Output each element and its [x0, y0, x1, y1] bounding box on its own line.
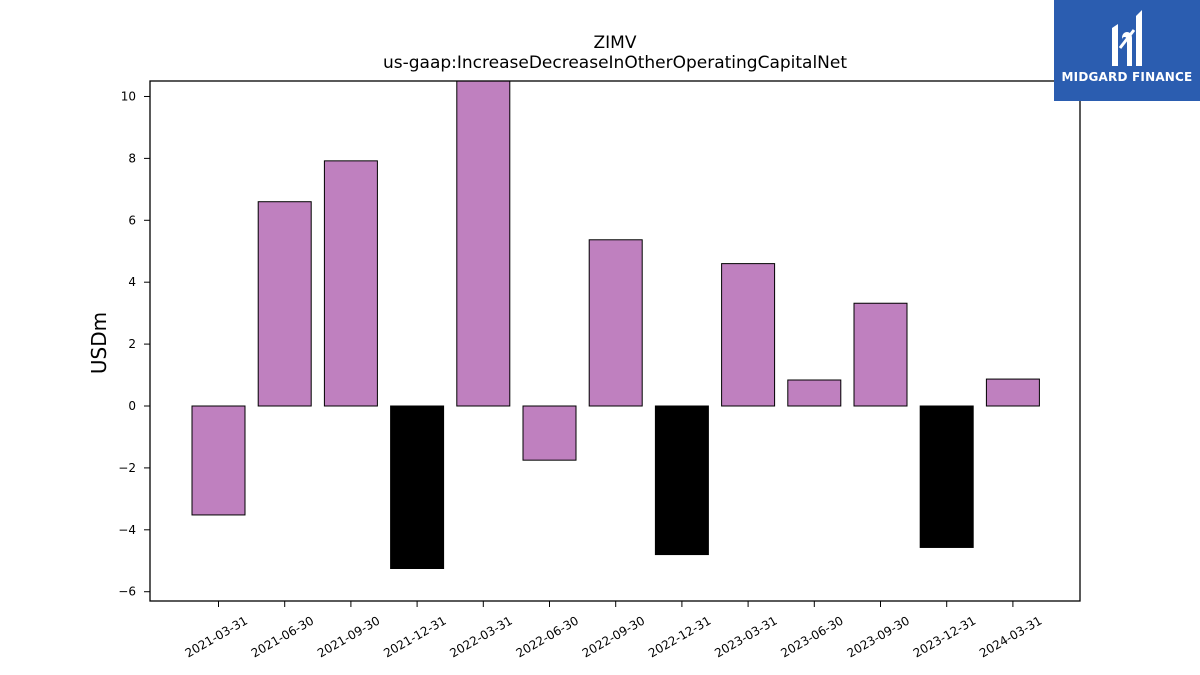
bar-2023-12-31 [919, 405, 974, 548]
y-tick-label: 2 [128, 337, 136, 351]
bar-2021-03-31 [191, 405, 246, 516]
y-tick-label: −6 [118, 585, 136, 599]
x-tick-label: 2021-03-31 [183, 613, 250, 660]
x-axis-ticks: 2021-03-312021-06-302021-09-302021-12-31… [183, 601, 1044, 660]
bar-2024-03-31 [985, 378, 1040, 407]
bars-group [191, 80, 1040, 569]
bar-2022-12-31 [654, 405, 709, 556]
x-tick-label: 2022-09-30 [580, 613, 647, 660]
y-tick-label: 0 [128, 399, 136, 413]
x-tick-label: 2021-12-31 [381, 613, 448, 660]
bar-2023-03-31 [721, 263, 776, 407]
brand-logo: MIDGARD FINANCE [1054, 0, 1200, 101]
bar-2022-06-30 [522, 405, 577, 461]
y-axis-label: USDm [87, 312, 111, 374]
y-tick-label: −4 [118, 523, 136, 537]
x-tick-label: 2023-09-30 [845, 613, 912, 660]
x-tick-label: 2022-03-31 [447, 613, 514, 660]
y-tick-label: 6 [128, 213, 136, 227]
bar-2021-09-30 [323, 160, 378, 407]
bar-2022-03-31 [456, 80, 511, 407]
y-tick-label: −2 [118, 461, 136, 475]
x-tick-label: 2023-12-31 [911, 613, 978, 660]
x-tick-label: 2024-03-31 [977, 613, 1044, 660]
x-tick-label: 2023-06-30 [778, 613, 845, 660]
x-tick-label: 2021-06-30 [249, 613, 316, 660]
x-tick-label: 2023-03-31 [712, 613, 779, 660]
chart-title: ZIMV [594, 33, 637, 53]
bar-2023-09-30 [853, 302, 908, 407]
y-tick-label: 4 [128, 275, 136, 289]
chart-subtitle: us-gaap:IncreaseDecreaseInOtherOperating… [383, 53, 847, 73]
y-tick-label: 10 [121, 89, 136, 103]
x-tick-label: 2022-12-31 [646, 613, 713, 660]
x-tick-label: 2022-06-30 [514, 613, 581, 660]
brand-logo-text: MIDGARD FINANCE [1061, 70, 1193, 84]
plot-frame [149, 80, 1081, 602]
bar-2021-12-31 [390, 405, 445, 569]
midgard-logo-icon [1112, 10, 1142, 66]
y-tick-label: 8 [128, 151, 136, 165]
bar-2023-06-30 [787, 379, 842, 407]
y-axis-ticks: −6 −4 −2 0 2 4 6 8 10 [118, 89, 150, 599]
bar-2021-06-30 [257, 201, 312, 407]
x-tick-label: 2021-09-30 [315, 613, 382, 660]
bar-2022-09-30 [588, 239, 643, 407]
